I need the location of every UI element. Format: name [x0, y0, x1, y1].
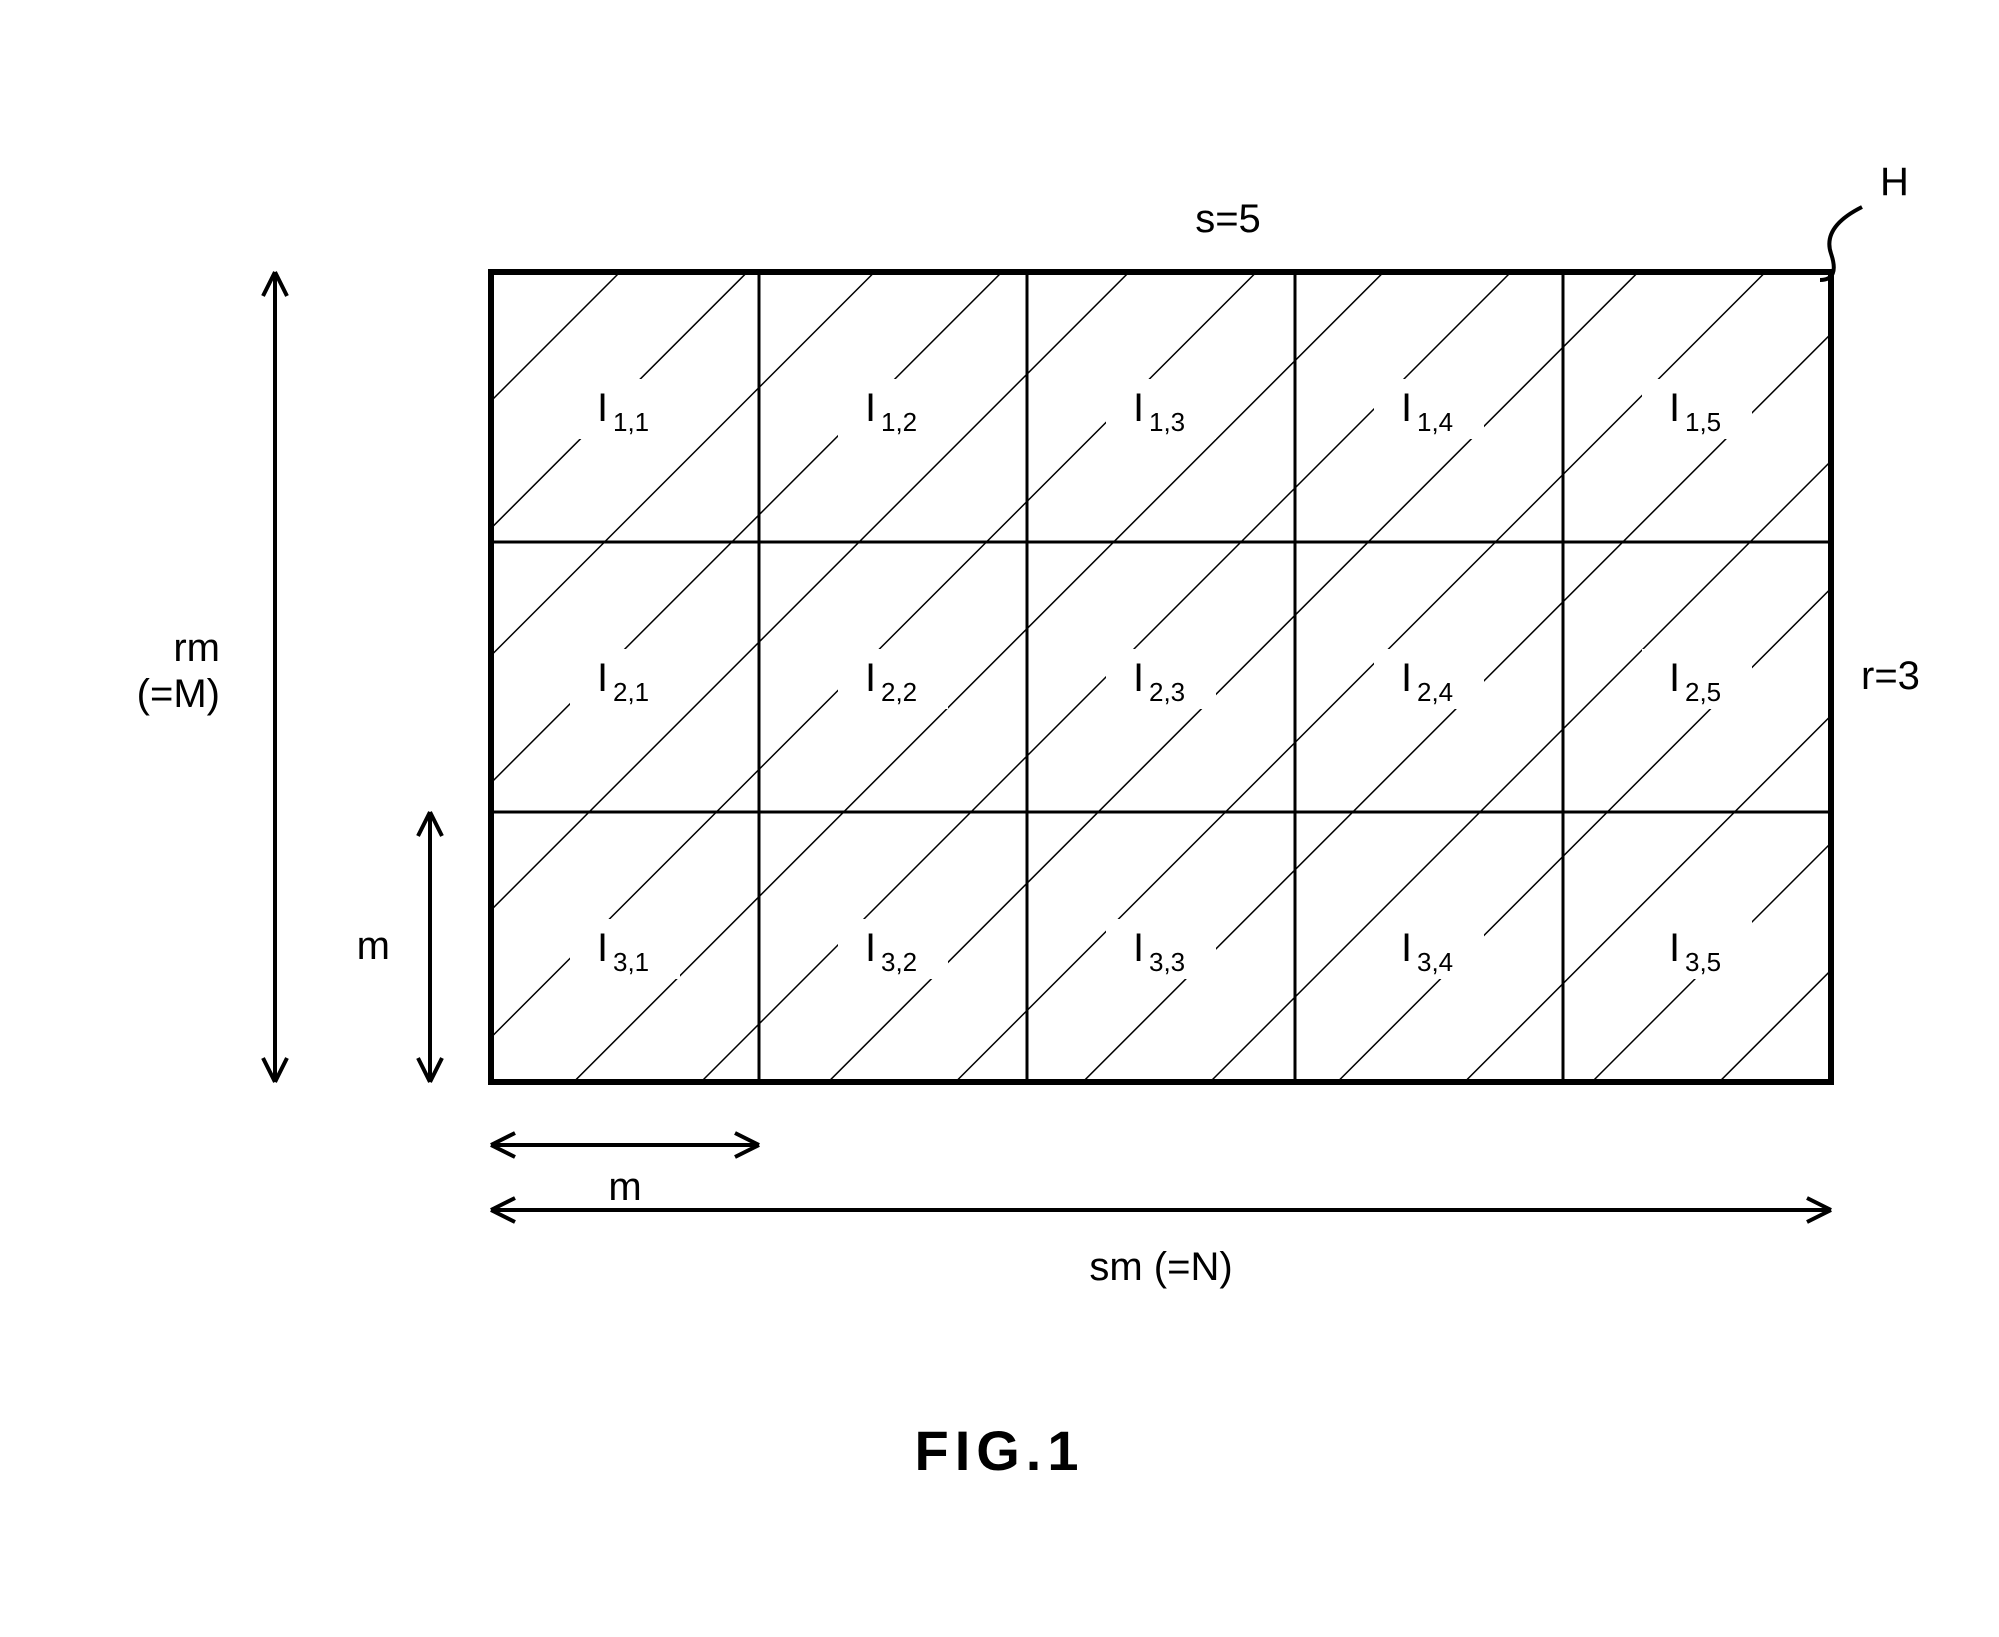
- cell-label-main: I: [597, 926, 608, 970]
- cell-label-sub: 2,4: [1417, 677, 1453, 707]
- cell-label-sub: 3,5: [1685, 947, 1721, 977]
- label-right: r=3: [1861, 654, 1920, 698]
- label-m-horiz: m: [608, 1165, 641, 1209]
- label-left-2: (=M): [137, 672, 220, 716]
- label-top: s=5: [1195, 197, 1261, 241]
- cell-label-sub: 1,5: [1685, 407, 1721, 437]
- figure-title: FIG.1: [914, 1419, 1084, 1482]
- cell-label-main: I: [1401, 386, 1412, 430]
- cell-label-main: I: [1133, 926, 1144, 970]
- cell-label-sub: 1,1: [613, 407, 649, 437]
- cell-label-sub: 2,3: [1149, 677, 1185, 707]
- cell-label-main: I: [1669, 926, 1680, 970]
- cell-label-main: I: [1133, 386, 1144, 430]
- cell-label-sub: 3,1: [613, 947, 649, 977]
- dimension-arrow: [491, 1133, 759, 1157]
- cell-label-main: I: [1669, 656, 1680, 700]
- cell-label-main: I: [597, 386, 608, 430]
- cell-label-sub: 1,2: [881, 407, 917, 437]
- cell-label-sub: 2,1: [613, 677, 649, 707]
- label-bottom: sm (=N): [1089, 1245, 1232, 1289]
- cell-label-sub: 3,2: [881, 947, 917, 977]
- cell-label-main: I: [865, 926, 876, 970]
- dimension-arrow: [491, 1198, 1831, 1222]
- figure-svg: I1,1I1,2I1,3I1,4I1,5I2,1I2,2I2,3I2,4I2,5…: [0, 0, 1999, 1632]
- cell-label-main: I: [597, 656, 608, 700]
- cell-label-main: I: [1401, 656, 1412, 700]
- cell-label-sub: 1,4: [1417, 407, 1453, 437]
- cell-label-sub: 2,5: [1685, 677, 1721, 707]
- cell-label-main: I: [1669, 386, 1680, 430]
- label-left-1: rm: [173, 626, 220, 670]
- cell-label-sub: 2,2: [881, 677, 917, 707]
- cell-label-sub: 1,3: [1149, 407, 1185, 437]
- cell-label-main: I: [865, 656, 876, 700]
- dimension-arrow: [418, 812, 442, 1082]
- cell-label-main: I: [865, 386, 876, 430]
- dimension-arrow: [263, 272, 287, 1082]
- cell-label-main: I: [1133, 656, 1144, 700]
- cell-label-main: I: [1401, 926, 1412, 970]
- cell-label-sub: 3,4: [1417, 947, 1453, 977]
- label-m-vert: m: [357, 924, 390, 968]
- cell-label-sub: 3,3: [1149, 947, 1185, 977]
- label-H: H: [1880, 160, 1909, 204]
